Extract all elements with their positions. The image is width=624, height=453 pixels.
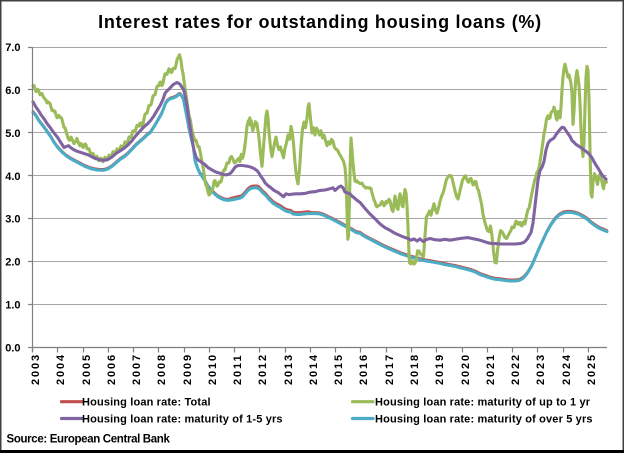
svg-text:1.0: 1.0 xyxy=(5,300,20,312)
svg-text:5.0: 5.0 xyxy=(5,128,20,140)
svg-text:2016: 2016 xyxy=(358,353,370,385)
svg-text:Housing loan rate: maturity of: Housing loan rate: maturity of up to 1 y… xyxy=(375,397,591,409)
svg-text:2022: 2022 xyxy=(510,353,522,385)
svg-text:3.0: 3.0 xyxy=(5,214,20,226)
svg-text:2009: 2009 xyxy=(182,353,194,385)
svg-text:2013: 2013 xyxy=(283,353,295,385)
svg-text:Source: European Central Bank: Source: European Central Bank xyxy=(7,434,171,446)
svg-text:2006: 2006 xyxy=(106,353,118,385)
svg-text:2025: 2025 xyxy=(586,353,598,385)
svg-text:2020: 2020 xyxy=(460,353,472,385)
svg-text:2024: 2024 xyxy=(561,353,573,385)
svg-text:7.0: 7.0 xyxy=(5,42,20,54)
svg-text:6.0: 6.0 xyxy=(5,85,20,97)
svg-text:2014: 2014 xyxy=(308,353,320,385)
svg-text:2005: 2005 xyxy=(81,353,93,385)
svg-text:Housing loan rate: maturity of: Housing loan rate: maturity of over 5 yr… xyxy=(375,413,593,425)
svg-text:2015: 2015 xyxy=(333,353,345,385)
svg-text:Housing loan rate: maturity of: Housing loan rate: maturity of 1-5 yrs xyxy=(82,413,283,425)
svg-text:0.0: 0.0 xyxy=(5,343,20,355)
svg-text:2.0: 2.0 xyxy=(5,257,20,269)
svg-text:4.0: 4.0 xyxy=(5,171,20,183)
svg-text:2019: 2019 xyxy=(434,353,446,385)
svg-text:Housing loan rate: Total: Housing loan rate: Total xyxy=(82,397,211,409)
svg-text:2017: 2017 xyxy=(384,353,396,385)
svg-text:2011: 2011 xyxy=(232,354,244,385)
svg-text:2004: 2004 xyxy=(55,353,67,385)
svg-text:2023: 2023 xyxy=(535,353,547,385)
svg-text:2003: 2003 xyxy=(30,353,42,385)
svg-text:2012: 2012 xyxy=(257,353,269,385)
svg-text:Interest rates for outstanding: Interest rates for outstanding housing l… xyxy=(98,12,542,32)
svg-text:2021: 2021 xyxy=(485,353,497,385)
svg-text:2007: 2007 xyxy=(131,353,143,385)
svg-text:2008: 2008 xyxy=(156,353,168,385)
svg-text:2010: 2010 xyxy=(207,353,219,385)
svg-text:2018: 2018 xyxy=(409,353,421,385)
